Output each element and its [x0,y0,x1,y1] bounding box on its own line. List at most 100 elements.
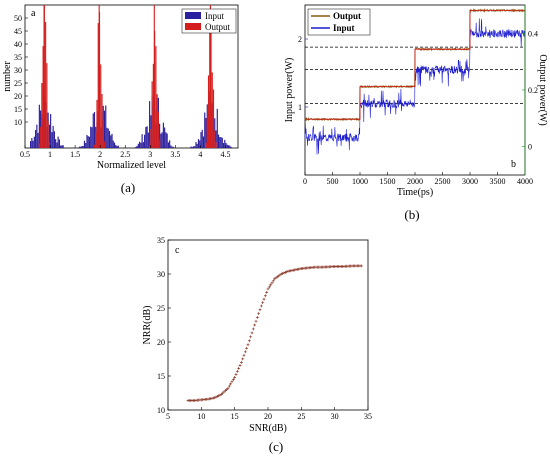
output-bar [102,119,104,148]
input-bar [197,139,200,148]
input-bar [139,141,141,148]
input-bar [205,117,207,148]
input-bar [50,114,52,148]
data-point [283,270,287,274]
output-bar [47,120,49,148]
data-point [246,343,250,347]
panel-b: 0 500 1000 1500 2000 2500 3000 3500 4000 1 2 0 0.2 0.… [284,4,548,222]
input-bar [51,132,53,148]
input-bar [230,146,232,148]
input-bar [225,142,227,148]
input-bar [196,143,198,148]
data-point [237,366,241,370]
output-bar [103,141,106,148]
panel-a: 0.5 1 1.5 2 2.5 3 3.5 4 4.5 10 15 20 25 30 35 40 45 50 Nor… [2,4,239,195]
x-tick-label: 25 [297,412,305,421]
output-bar [41,83,43,148]
input-bar [48,124,50,148]
data-point [359,264,363,268]
input-bar [85,142,87,148]
input-bar [106,127,108,148]
input-bar [201,129,203,148]
input-bar [161,132,163,148]
input-bar [140,142,142,148]
data-point [230,380,234,384]
x-axis-label: Normalized level [97,160,166,171]
input-bar [60,145,62,148]
legend-box [307,8,371,36]
output-bar [100,64,102,148]
input-bar [135,146,137,148]
input-bar [145,127,147,148]
caption-a: (a) [121,180,135,195]
data-point [249,335,253,339]
x-tick-label: 500 [327,177,339,186]
panel-letter: a [31,8,36,19]
y-axis-label: number [2,61,13,92]
y-tick-label: 30 [157,270,165,279]
x-tick-label: 20 [264,412,272,421]
x-tick-label: 2500 [435,177,451,186]
input-bar [219,137,221,148]
input-bar [62,145,64,148]
input-bar [136,145,138,148]
output-bar [210,13,212,149]
output-bar [152,63,154,148]
input-bar [32,140,34,148]
input-bar [92,113,94,148]
x-tick-label: 1.5 [70,150,80,159]
x-tick-label: 3000 [462,177,478,186]
input-bar [53,131,55,148]
input-bar [149,101,151,148]
data-point [259,304,263,308]
output-bar [209,31,211,148]
x-tick-label: 0.5 [20,150,30,159]
data-point [281,272,285,275]
input-bar [116,145,118,148]
output-bar [42,46,44,149]
data-point [269,283,273,287]
data-point [250,331,254,335]
x-tick-label: 2 [98,150,102,159]
input-bar [142,142,144,148]
input-bar [31,138,33,148]
input-bar [52,125,54,148]
output-bar [101,94,103,148]
input-bar [103,110,106,148]
input-bar [202,136,205,148]
legend-label-output: Output [333,11,361,21]
data-point [229,382,233,386]
input-bar [204,112,206,148]
data-point [227,384,231,388]
y-tick-label: 20 [14,92,22,101]
data-point [267,285,271,289]
input-bar [162,122,164,148]
input-bar [112,140,114,148]
input-bar [164,127,166,148]
input-bar [91,127,93,148]
caption-c: (c) [269,439,283,454]
data-point [285,270,289,274]
output-bar [40,126,42,148]
x-tick-label: 35 [364,412,372,421]
y-tick-label: 25 [14,79,22,88]
x-tick-label: 30 [331,412,339,421]
legend-label-input: Input [205,11,224,21]
input-bar [115,144,117,148]
legend-swatch-output [185,23,201,30]
series-output [38,5,217,149]
input-bar [88,136,91,148]
x-tick-label: 15 [231,412,239,421]
input-bar [33,136,35,148]
legend-swatch-input [185,12,201,19]
y2-tick-label: 0.4 [528,29,538,38]
y-tick-label: 35 [157,236,165,245]
y-tick-label: 15 [157,372,165,381]
x-tick-label: 5 [166,412,170,421]
data-point [263,294,267,298]
y-tick-label: 35 [14,53,22,62]
output-bar [95,132,97,148]
input-bar [227,145,230,148]
input-bar [117,145,119,148]
